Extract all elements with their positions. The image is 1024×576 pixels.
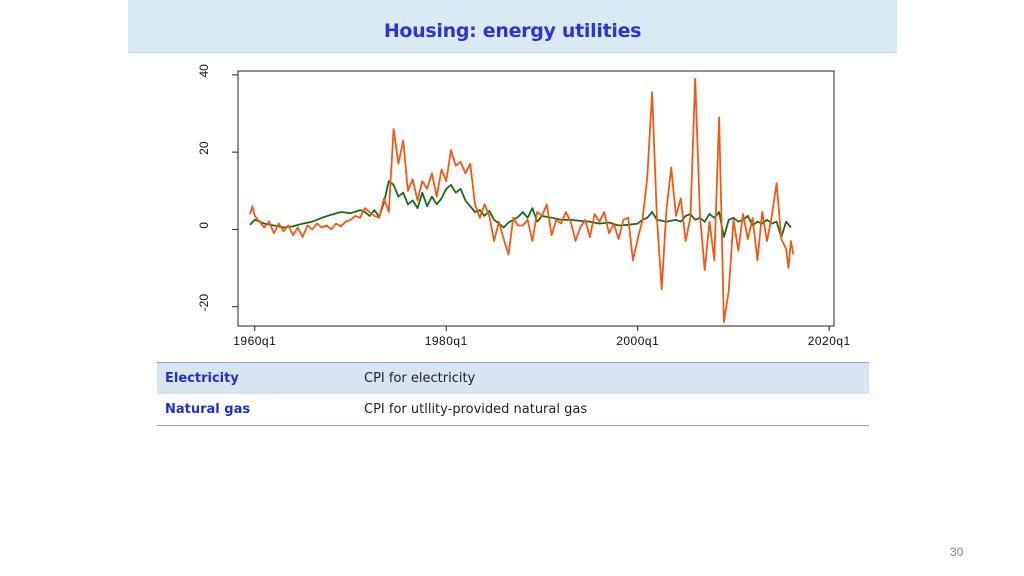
y-tick-label: 0: [197, 222, 211, 229]
y-tick-label: 40: [197, 64, 211, 78]
x-tick-label: 2000q1: [616, 334, 659, 348]
legend-name-electricity: Electricity: [165, 371, 239, 386]
series-layer: [249, 77, 795, 323]
series-line-natural-gas: [249, 77, 795, 323]
page-number: 30: [950, 545, 964, 559]
plot-frame: [237, 70, 835, 327]
series-line-electricity: [249, 180, 792, 238]
y-tick-label: -20: [197, 294, 211, 312]
x-tick-label: 1960q1: [233, 334, 276, 348]
x-tick-label: 2020q1: [808, 334, 851, 348]
y-axis: 40 20 0 -20: [197, 64, 238, 311]
legend-name-natural-gas: Natural gas: [165, 402, 251, 417]
legend-row-electricity: Electricity CPI for electricity: [157, 363, 869, 394]
series-legend-table: Electricity CPI for electricity Natural …: [157, 362, 869, 426]
y-tick-label: 20: [197, 141, 211, 155]
line-chart: 40 20 0 -20 1960q1 1980q1 2000q1 2020q1: [197, 64, 851, 348]
legend-desc-natural-gas: CPI for utllity-provided natural gas: [364, 402, 588, 417]
title-band: Housing: energy utilities: [128, 0, 897, 53]
x-axis: 1960q1 1980q1 2000q1 2020q1: [233, 326, 851, 348]
legend-row-natural-gas: Natural gas CPI for utllity-provided nat…: [157, 394, 869, 425]
x-tick-label: 1980q1: [425, 334, 468, 348]
slide-title: Housing: energy utilities: [383, 20, 642, 42]
legend-desc-electricity: CPI for electricity: [364, 371, 476, 386]
